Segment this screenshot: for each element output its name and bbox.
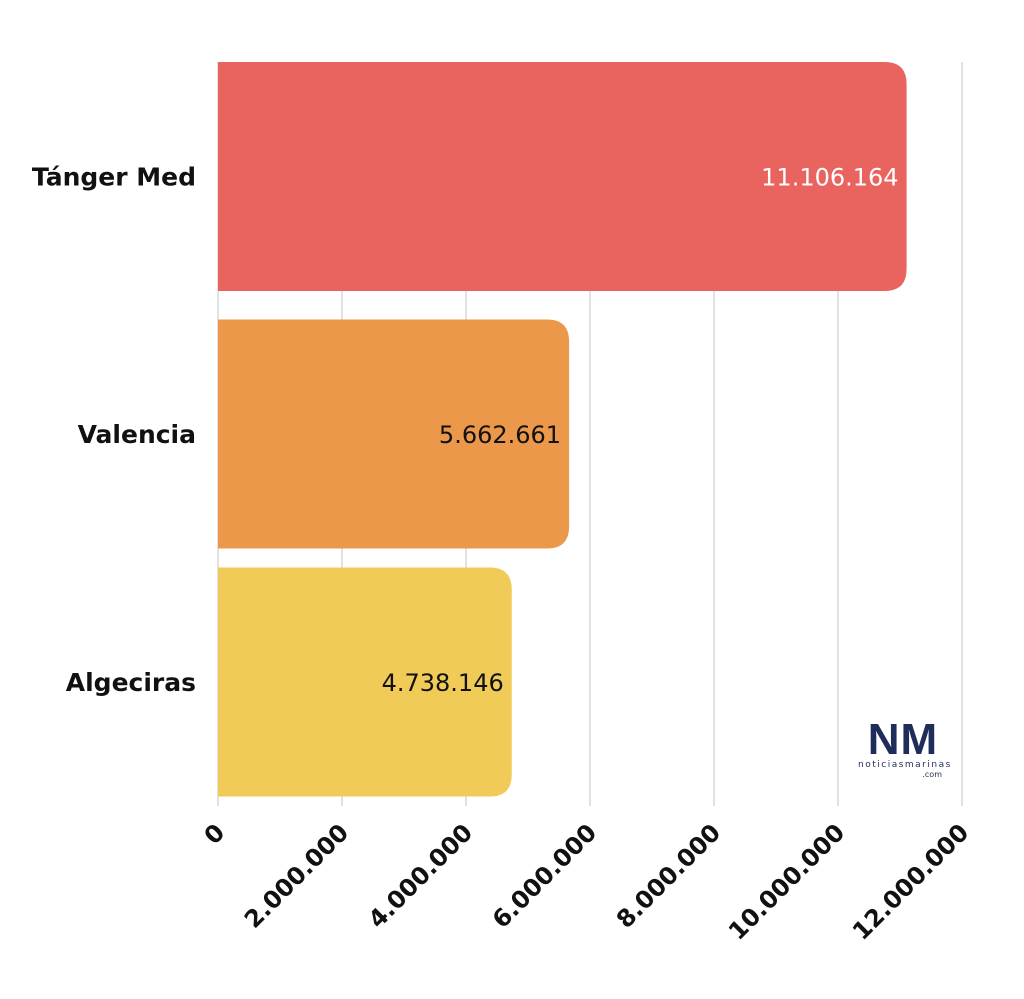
x-tick-label: 8.000.000 [611,818,726,933]
bars [218,62,907,797]
x-tick-label: 4.000.000 [363,818,478,933]
category-labels: Tánger Med Valencia Algeciras [32,163,196,698]
x-tick-label: 2.000.000 [239,818,354,933]
logo-text: noticiasmarinas [858,760,952,770]
category-label: Algeciras [66,668,196,697]
x-tick-label: 0 [199,818,231,850]
x-tick-label: 10.000.000 [723,818,850,945]
x-tick-label: 6.000.000 [487,818,602,933]
category-label: Tánger Med [32,163,196,192]
value-labels: 11.106.164 5.662.661 4.738.146 [382,164,899,698]
logo-tld: .com [922,770,942,779]
x-tick-label: 12.000.000 [847,818,974,945]
bar [218,62,907,291]
bar [218,319,570,549]
x-axis-tick-labels: 0 2.000.000 4.000.000 6.000.000 8.000.00010.… [199,818,975,945]
bar [218,567,512,797]
value-label: 5.662.661 [439,421,561,449]
noticiasmarinas-logo: NM noticiasmarinas .com [858,715,952,780]
value-label: 11.106.164 [761,164,898,192]
value-label: 4.738.146 [382,669,504,697]
logo-mark: NM [867,715,939,764]
category-label: Valencia [78,420,196,449]
